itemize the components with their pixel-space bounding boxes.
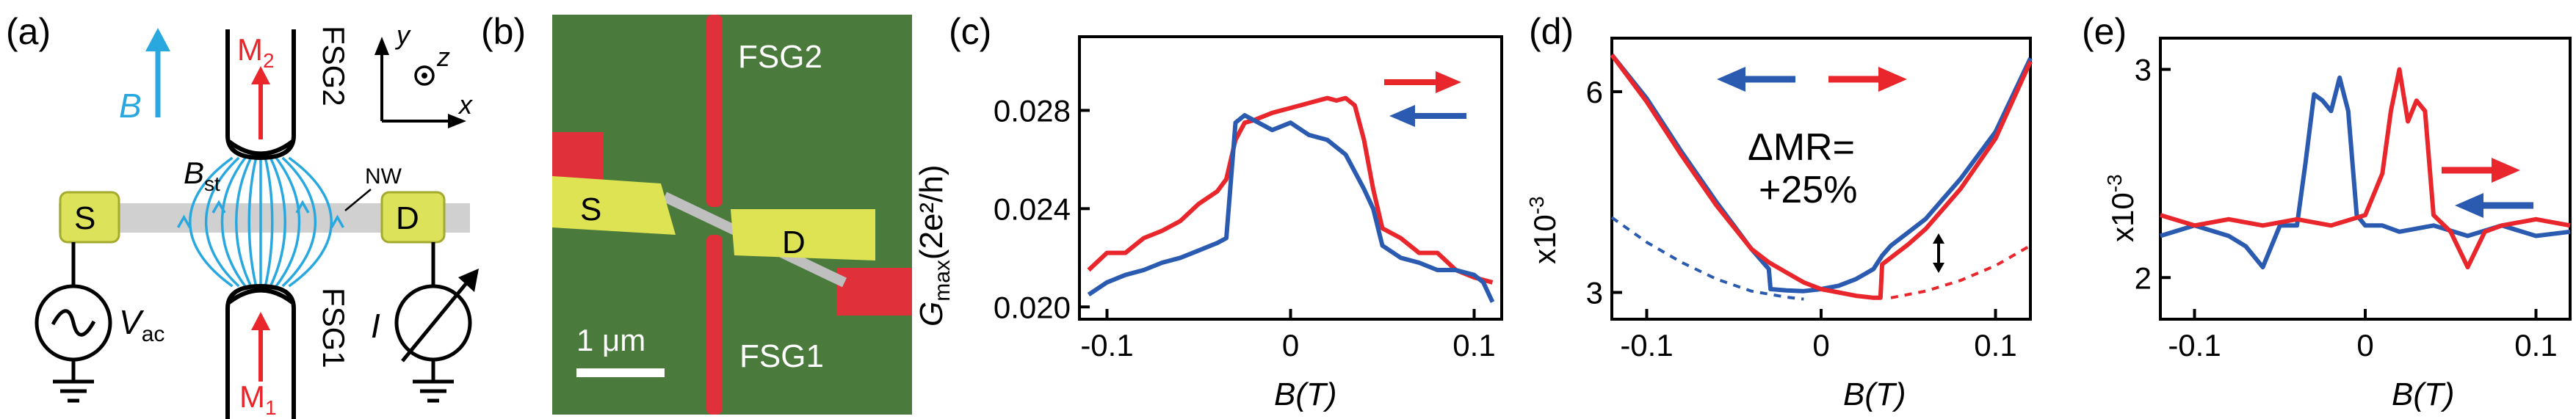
x-tick-label: -0.1 (2168, 328, 2221, 362)
red-pad-right (837, 268, 912, 316)
panel-label-b: (b) (481, 11, 526, 52)
y-tick-label: 2 (2135, 260, 2152, 295)
chart-d-legend (1717, 67, 1907, 92)
y-tick-label: 0.028 (994, 93, 1071, 128)
vac-label: Vac (119, 303, 164, 346)
chart-c-legend (1384, 71, 1466, 127)
y-tick-label: 0.024 (994, 192, 1071, 226)
fsg1-gate (706, 235, 723, 415)
drain-label: D (396, 200, 419, 236)
svg-text:z: z (436, 42, 450, 72)
chart-e-legend (2442, 158, 2533, 218)
ammeter: I (371, 242, 479, 403)
coordinate-axes: y z x (375, 20, 474, 128)
chart-d-xlabel: B(T) (1843, 376, 1906, 412)
y-tick-label: 0.020 (994, 290, 1071, 324)
chart-e: (e) x10-3 B(T) -0.1 0 0.1 2 3 (2082, 11, 2572, 412)
chart-c: (c) Gmax(2e²/h) B(T) -0.1 0 0.1 0.020 0.024 0… (913, 11, 1503, 412)
svg-text:x: x (457, 90, 474, 120)
m1-label: M1 (239, 379, 277, 419)
series-red-line (1087, 95, 1494, 285)
y-tick-label: 3 (1586, 276, 1603, 310)
drain-pad (380, 191, 446, 244)
x-tick-label: 0.1 (1974, 328, 2016, 362)
m2-label: M2 (237, 32, 275, 72)
fsg1-label: FSG1 (316, 288, 351, 368)
bst-label: Bst (184, 156, 220, 195)
b-field-arrowhead (145, 28, 170, 51)
x-tick-label: -0.1 (1080, 328, 1133, 362)
x-tick-label: 0.1 (2514, 328, 2557, 362)
source-pad (59, 191, 120, 244)
drain-micro-label: D (782, 225, 806, 260)
stray-field-lines (176, 156, 345, 288)
panel-label-e: (e) (2082, 11, 2127, 52)
scalebar (576, 368, 665, 377)
x-tick-label: 0 (2356, 328, 2373, 362)
series-red-dashed-line (1890, 244, 2031, 299)
b-field-label: B (119, 87, 142, 125)
fsg1-micro-label: FSG1 (739, 338, 824, 374)
panel-a: (a) B M2 FSG2 M1 FSG1 S D Bst NW (6, 11, 479, 419)
svg-text:y: y (394, 20, 411, 50)
source-label: S (74, 200, 95, 236)
delta-mr-arrow (1933, 233, 1944, 273)
current-label: I (371, 307, 380, 345)
x-tick-label: 0 (1282, 328, 1299, 362)
series-red-line (2160, 67, 2571, 270)
ac-source: Vac (35, 242, 164, 403)
chart-d-ylabel: x10-3 (1525, 196, 1562, 264)
fsg2-gate (706, 15, 723, 207)
x-tick-label: 0 (1812, 328, 1829, 362)
nw-label: NW (365, 164, 402, 189)
delta-mr-line2: +25% (1759, 169, 1857, 211)
chart-c-ylabel: Gmax(2e²/h) (913, 164, 955, 327)
chart-e-xlabel: B(T) (2392, 376, 2455, 412)
x-tick-label: -0.1 (1620, 328, 1673, 362)
y-tick-label: 6 (1586, 75, 1603, 109)
y-tick-label: 3 (2135, 53, 2152, 87)
plot-frame (2159, 37, 2572, 321)
source-micro-label: S (580, 192, 601, 227)
chart-d: (d) x10-3 B(T) -0.1 0 0.1 3 6 ΔMR= +25% (1525, 11, 2033, 412)
panel-b: (b) FSG2 FSG1 S D 1 μm (481, 11, 912, 415)
panel-label-c: (c) (949, 11, 991, 52)
scalebar-label: 1 μm (576, 323, 645, 357)
source-contact (552, 176, 676, 235)
fsg2-label: FSG2 (316, 26, 351, 106)
drain-contact (731, 209, 875, 260)
delta-mr-line1: ΔMR= (1748, 126, 1855, 169)
panel-label-d: (d) (1529, 11, 1574, 52)
x-tick-label: 0.1 (1452, 328, 1495, 362)
chart-e-ylabel: x10-3 (2103, 174, 2140, 242)
fsg2-micro-label: FSG2 (738, 39, 822, 75)
series-blue-dashed-line (1610, 216, 1804, 301)
chart-c-xlabel: B(T) (1274, 376, 1337, 412)
series-blue-line (1087, 113, 1495, 303)
series-red-line (1610, 54, 2033, 300)
panel-label-a: (a) (6, 11, 51, 52)
